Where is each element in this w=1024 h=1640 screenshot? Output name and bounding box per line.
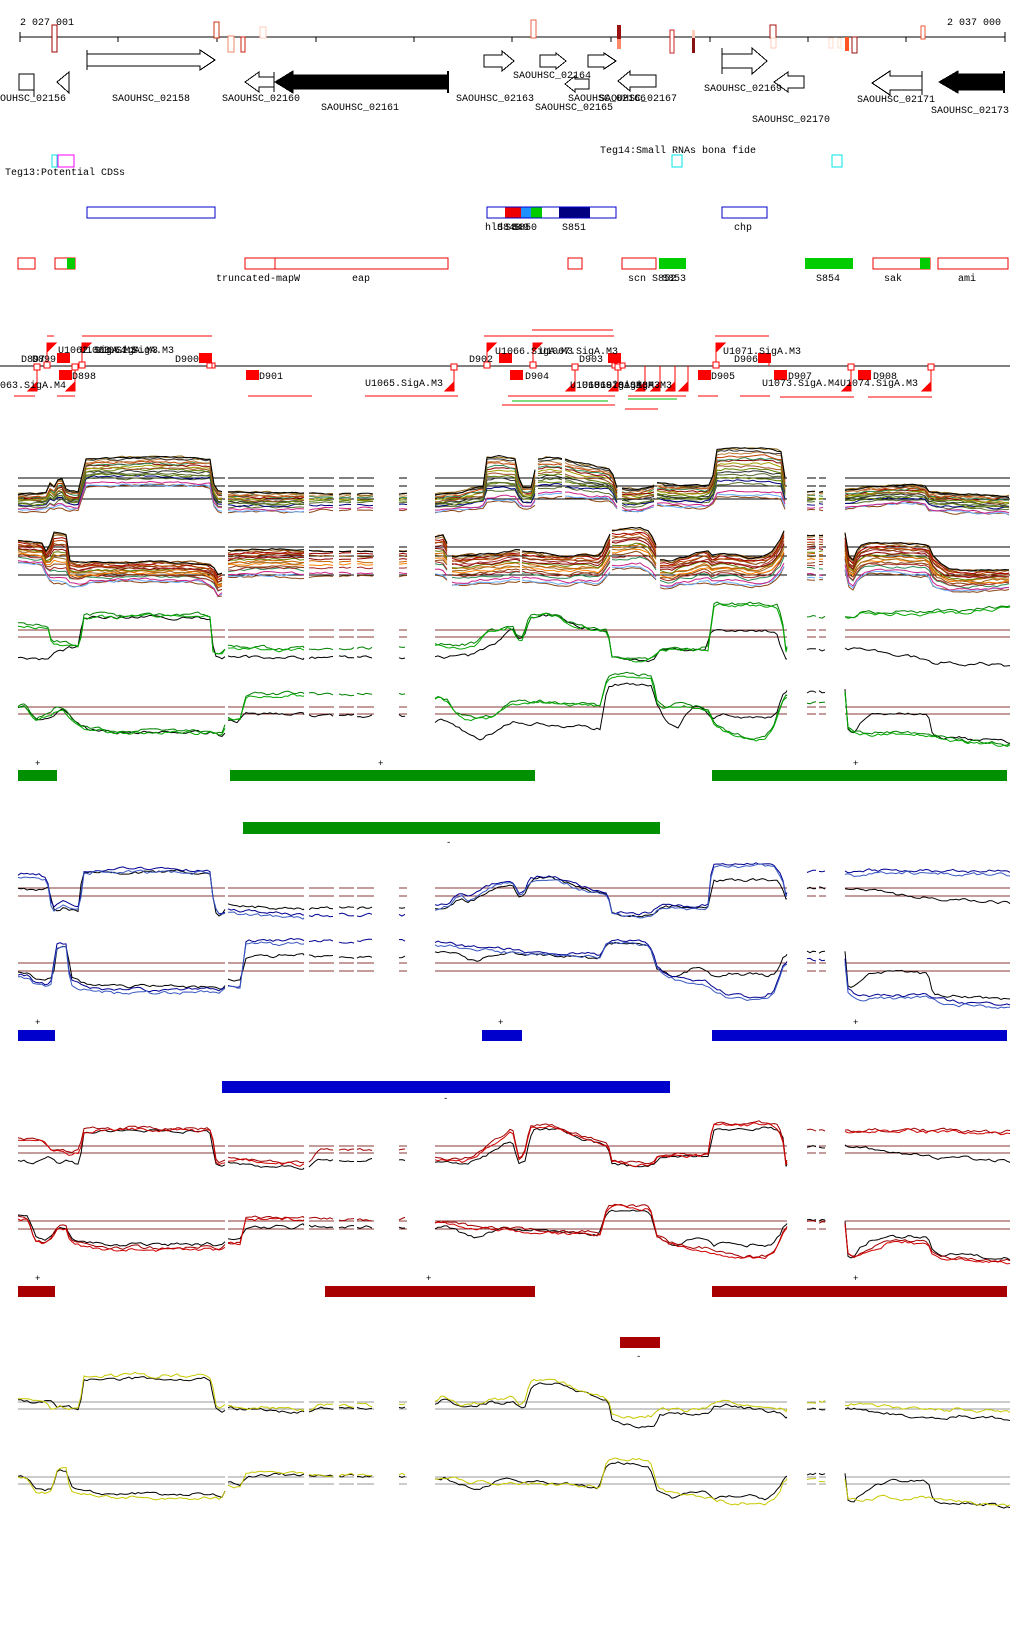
svg-text:S851: S851	[562, 223, 586, 234]
svg-text:+: +	[853, 1274, 858, 1284]
svg-text:SAOUHSC_02164: SAOUHSC_02164	[513, 71, 591, 82]
svg-text:D906: D906	[734, 355, 758, 366]
svg-text:D907: D907	[788, 372, 812, 383]
svg-text:S852: S852	[652, 274, 676, 285]
svg-text:OUHSC_02156: OUHSC_02156	[0, 94, 66, 105]
svg-text:U1063.SigA.M3: U1063.SigA.M3	[80, 345, 158, 357]
svg-text:U1071.SigA.M3: U1071.SigA.M3	[723, 346, 801, 358]
svg-text:D904: D904	[525, 372, 549, 383]
svg-text:+: +	[498, 1018, 503, 1028]
svg-text:hld: hld	[485, 222, 503, 234]
svg-text:U1066.SigA.M3: U1066.SigA.M3	[495, 346, 573, 358]
svg-text:S854: S854	[816, 274, 840, 285]
svg-text:SAOUHSC_02158: SAOUHSC_02158	[112, 94, 190, 105]
svg-text:SAOUHSC_02169: SAOUHSC_02169	[704, 84, 782, 95]
svg-text:D903: D903	[579, 355, 603, 366]
svg-text:chp: chp	[734, 222, 752, 234]
svg-text:sak: sak	[884, 273, 902, 285]
svg-text:-: -	[443, 1094, 448, 1104]
svg-text:+: +	[35, 1018, 40, 1028]
svg-text:+: +	[853, 1018, 858, 1028]
svg-text:D905: D905	[711, 372, 735, 383]
svg-text:D899: D899	[32, 355, 56, 366]
svg-text:Teg14:Small RNAs bona fide: Teg14:Small RNAs bona fide	[600, 145, 756, 157]
svg-text:S849: S849	[505, 223, 529, 234]
svg-text:+: +	[426, 1274, 431, 1284]
svg-text:U1064.SigA.M3: U1064.SigA.M3	[96, 345, 174, 357]
svg-text:U1065.SigA.M3: U1065.SigA.M3	[365, 378, 443, 390]
svg-text:SAOUHSC_02163: SAOUHSC_02163	[456, 94, 534, 105]
svg-text:U1067.SigA.M3: U1067.SigA.M3	[540, 346, 618, 358]
svg-text:+: +	[35, 759, 40, 769]
svg-text:U1068.SigA.M3: U1068.SigA.M3	[570, 380, 648, 392]
svg-text:2 037 000: 2 037 000	[947, 18, 1001, 29]
svg-text:SAOUHSC_02166: SAOUHSC_02166	[568, 94, 646, 105]
svg-text:S848: S848	[497, 223, 521, 234]
svg-text:U1070.SigA.M3: U1070.SigA.M3	[594, 380, 672, 392]
svg-text:truncated-mapW: truncated-mapW	[216, 273, 300, 285]
svg-text:eap: eap	[352, 274, 370, 285]
svg-text:U1062.SigA.M3: U1062.SigA.M3	[58, 345, 136, 357]
svg-text:D908: D908	[873, 372, 897, 383]
svg-text:SAOUHSC_02161: SAOUHSC_02161	[321, 103, 399, 114]
svg-text:SAOUHSC_02165: SAOUHSC_02165	[535, 103, 613, 114]
svg-text:-: -	[446, 838, 451, 848]
svg-text:S853: S853	[662, 274, 686, 285]
svg-text:+: +	[853, 759, 858, 769]
svg-text:ami: ami	[958, 273, 976, 285]
svg-text:D900: D900	[175, 355, 199, 366]
svg-text:SAOUHSC_02170: SAOUHSC_02170	[752, 115, 830, 126]
svg-text:SAOUHSC_02160: SAOUHSC_02160	[222, 94, 300, 105]
svg-text:Teg13:Potential CDSs: Teg13:Potential CDSs	[5, 167, 125, 179]
svg-text:U1074.SigA.M3: U1074.SigA.M3	[840, 378, 918, 390]
svg-text:U1073.SigA.M4: U1073.SigA.M4	[762, 378, 840, 390]
svg-text:D902: D902	[469, 355, 493, 366]
svg-text:+: +	[378, 759, 383, 769]
svg-text:U1069.SigA.M3: U1069.SigA.M3	[582, 380, 660, 392]
svg-text:D898: D898	[72, 372, 96, 383]
svg-text:SAOUHSC_02167: SAOUHSC_02167	[599, 94, 677, 105]
svg-text:scn: scn	[628, 274, 646, 285]
svg-text:D897: D897	[21, 355, 45, 366]
svg-text:SAOUHSC_02173: SAOUHSC_02173	[931, 106, 1009, 117]
svg-text:S850: S850	[513, 223, 537, 234]
svg-text:+: +	[35, 1274, 40, 1284]
svg-text:U1063.SigA.M4: U1063.SigA.M4	[0, 380, 66, 392]
svg-text:SAOUHSC_02171: SAOUHSC_02171	[857, 95, 935, 106]
svg-text:D901: D901	[259, 372, 283, 383]
svg-text:2 027 001: 2 027 001	[20, 18, 74, 29]
svg-text:-: -	[636, 1352, 641, 1362]
